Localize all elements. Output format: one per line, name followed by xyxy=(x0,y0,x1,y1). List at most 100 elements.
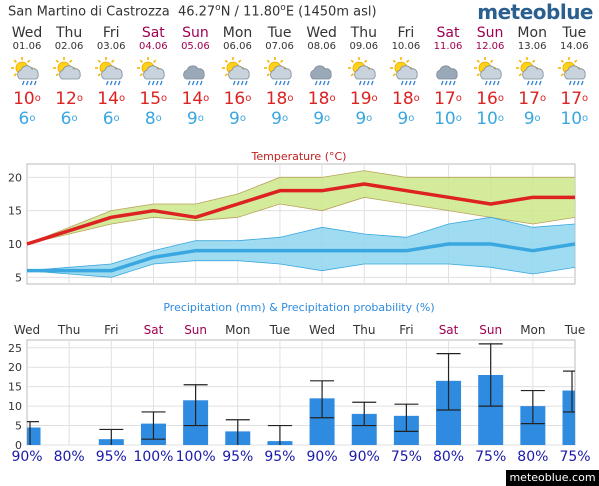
precipitation-range xyxy=(520,389,545,425)
precipitation-bar xyxy=(27,427,41,445)
day-date: 03.06 xyxy=(96,41,126,52)
sun-cloud-rain-icon xyxy=(95,57,123,86)
temperature-band-high-max xyxy=(26,170,575,245)
weather-icon-holder xyxy=(427,57,469,87)
min-temperature: 9o xyxy=(271,109,289,129)
day-column: Mon 06.06 16o 9o xyxy=(217,26,259,129)
precipitation-probability-label: 80% xyxy=(517,449,548,465)
day-column: Tue 14.06 17o 10o xyxy=(553,26,595,129)
weather-icon-holder xyxy=(48,57,90,87)
min-temperature: 6o xyxy=(60,109,78,129)
precipitation-range xyxy=(99,428,124,445)
precipitation-range xyxy=(352,401,377,427)
day-column: Wed 08.06 18o 9o xyxy=(301,25,343,130)
weather-icon-holder xyxy=(132,57,174,87)
temperature-tick-label: 15 xyxy=(8,205,22,218)
day-date: 08.06 xyxy=(307,41,336,52)
day-name: Fri xyxy=(102,25,120,41)
day-date: 14.06 xyxy=(559,41,589,52)
max-temperature: 12o xyxy=(55,89,83,109)
max-temperature: 19o xyxy=(349,89,378,109)
min-temperature: 10o xyxy=(434,109,462,129)
sun-cloud-rain-icon xyxy=(389,57,418,86)
day-name: Sat xyxy=(141,25,165,41)
precipitation-category-label: Thu xyxy=(352,323,376,337)
precipitation-probability-label: 95% xyxy=(96,449,127,465)
sun-cloud-rain-icon xyxy=(347,57,376,86)
precipitation-category-label: Tue xyxy=(564,323,586,337)
day-name: Wed xyxy=(306,25,337,41)
precipitation-tick-label: 15 xyxy=(8,381,22,394)
max-temperature: 17o xyxy=(560,89,589,109)
max-temperature: 17o xyxy=(518,89,547,109)
sun-cloud-rain-icon xyxy=(516,57,544,86)
precipitation-tick-label: 20 xyxy=(8,361,22,374)
max-temperature: 18o xyxy=(265,89,294,109)
precipitation-category-label: Sat xyxy=(144,323,164,337)
lon-degree: o xyxy=(280,3,286,13)
day-name: Mon xyxy=(517,25,547,41)
precipitation-probability-label: 80% xyxy=(54,449,85,465)
min-temperature: 9o xyxy=(523,109,541,129)
temperature-band-low-max xyxy=(26,196,576,245)
min-temperature: 8o xyxy=(144,109,162,129)
day-date: 02.06 xyxy=(54,41,84,52)
sun-cloud-rain-icon xyxy=(474,57,502,86)
weather-icon-holder xyxy=(217,57,259,87)
precipitation-probability-label: 90% xyxy=(349,449,380,465)
day-column: Tue 07.06 18o 9o xyxy=(259,26,301,129)
max-temperature: 10o xyxy=(13,89,41,109)
precipitation-probability-label: 75% xyxy=(559,449,590,465)
day-date: 10.06 xyxy=(391,41,421,52)
precipitation-category-label: Mon xyxy=(225,323,250,337)
max-temperature: 14o xyxy=(181,89,210,109)
max-temperature: 17o xyxy=(434,89,462,109)
meteoblue-logo[interactable]: meteoblue xyxy=(477,0,593,24)
day-column: Mon 13.06 17o 9o xyxy=(511,26,553,129)
precipitation-probability-label: 75% xyxy=(391,449,422,465)
weather-icon-holder xyxy=(511,57,553,87)
max-temperature: 14o xyxy=(97,89,126,109)
lat-degree: o xyxy=(215,3,221,13)
precipitation-range xyxy=(478,343,503,407)
day-date: 13.06 xyxy=(517,41,547,52)
temperature-band-low-min xyxy=(26,260,576,278)
cloud-rain-icon xyxy=(309,65,332,86)
precipitation-range xyxy=(310,380,335,419)
day-column: Wed 01.06 10o 6o xyxy=(6,26,48,129)
precipitation-category-label: Fri xyxy=(104,323,118,337)
day-date: 06.06 xyxy=(223,41,252,52)
weather-icon-holder xyxy=(6,57,48,87)
precipitation-probability-label: 90% xyxy=(307,449,338,465)
temperature-band-min xyxy=(27,217,575,278)
temperature-chart: Temperature (°C) 5 10 15 20 xyxy=(8,150,576,285)
day-date: 07.06 xyxy=(265,41,294,52)
latitude: 46.27 xyxy=(177,4,216,20)
temperature-line-min xyxy=(27,242,576,273)
day-column: Sat 04.06 15o 8o xyxy=(132,26,174,129)
precipitation-probability-label: 100% xyxy=(176,449,216,465)
day-name: Mon xyxy=(222,25,253,41)
lon-direction: E xyxy=(285,4,295,20)
precipitation-range xyxy=(436,353,461,411)
temperature-chart-title: Temperature (°C) xyxy=(251,150,347,163)
precipitation-category-label: Tue xyxy=(269,323,291,337)
day-name: Tue xyxy=(562,25,587,41)
precipitation-probability-label: 95% xyxy=(222,449,253,465)
sun-cloud-rain-icon xyxy=(11,57,39,86)
max-temperature: 18o xyxy=(307,89,336,109)
max-temperature: 15o xyxy=(139,89,168,109)
precipitation-range xyxy=(563,370,575,413)
precipitation-bar xyxy=(562,390,575,445)
min-temperature: 6o xyxy=(18,109,36,129)
day-name: Thu xyxy=(350,25,377,41)
lat-direction: N xyxy=(220,4,231,20)
day-name: Sun xyxy=(476,25,504,41)
max-temperature: 18o xyxy=(392,89,420,109)
longitude: 11.80 xyxy=(243,4,281,20)
day-column: Fri 03.06 14o 6o xyxy=(90,26,132,129)
day-name: Sun xyxy=(182,25,209,41)
min-temperature: 9o xyxy=(397,109,415,129)
day-name: Fri xyxy=(397,25,415,41)
footer-site-link[interactable]: meteoblue.com xyxy=(506,470,599,486)
